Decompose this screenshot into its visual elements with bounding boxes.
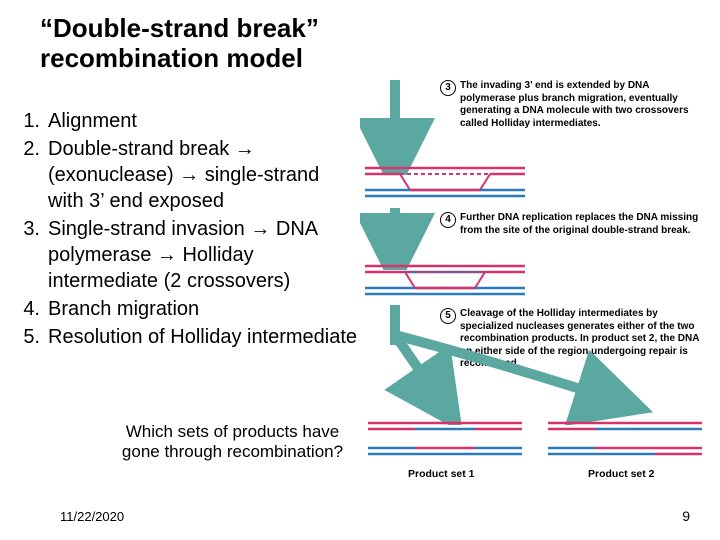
slide-title: “Double-strand break” recombination mode… (40, 14, 319, 74)
panel-number-4: 4 (440, 212, 456, 228)
step-item: 4.Branch migration (10, 296, 360, 322)
product-set-2-diagram (545, 418, 705, 468)
steps-list: 1.Alignment 2.Double-strand break → (exo… (10, 108, 360, 352)
step-item: 2.Double-strand break → (exonuclease) → … (10, 136, 360, 214)
dna-diagram-3 (360, 162, 530, 207)
title-line2: recombination model (40, 43, 303, 73)
panel-number-3: 3 (440, 80, 456, 96)
panel-text-3: The invading 3’ end is extended by DNA p… (460, 80, 705, 130)
product-set-2-label: Product set 2 (588, 468, 655, 480)
page-number: 9 (682, 508, 690, 524)
step-item: 1.Alignment (10, 108, 360, 134)
dna-diagram-4 (360, 260, 530, 305)
product-set-1-label: Product set 1 (408, 468, 475, 480)
step-item: 5.Resolution of Holliday intermediate (10, 324, 360, 350)
split-arrows-icon (360, 305, 710, 425)
arrow-icon (360, 80, 440, 175)
question-text: Which sets of products have gone through… (120, 422, 345, 463)
panel-text-4: Further DNA replication replaces the DNA… (460, 212, 705, 237)
date-footer: 11/22/2020 (60, 509, 124, 524)
step-item: 3.Single-strand invasion → DNA polymeras… (10, 216, 360, 294)
product-set-1-diagram (365, 418, 525, 468)
diagram-figure: 3 The invading 3’ end is extended by DNA… (360, 80, 710, 510)
title-line1: “Double-strand break” (40, 13, 319, 43)
